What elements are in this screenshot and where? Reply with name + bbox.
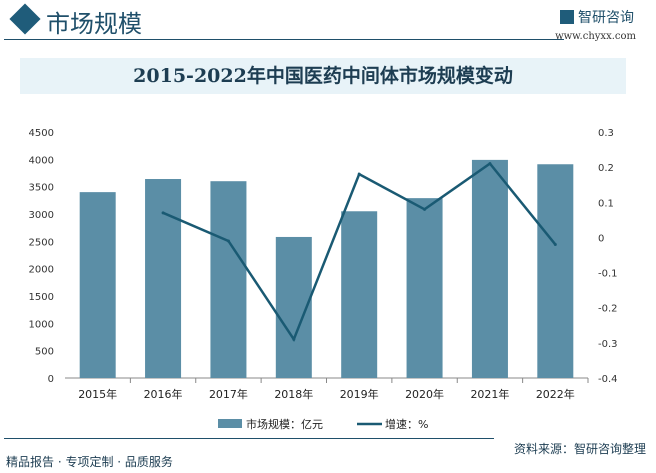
bar-2015年 — [79, 192, 116, 378]
left-tick-label: 2000 — [29, 265, 54, 276]
x-tick-label: 2015年 — [78, 387, 117, 401]
growth-point — [423, 207, 427, 211]
section-title: 市场规模 — [46, 10, 142, 38]
bar-2020年 — [406, 198, 443, 378]
header-divider — [4, 39, 564, 40]
left-tick-label: 3500 — [29, 183, 54, 194]
right-tick-label: 0.1 — [598, 198, 614, 209]
left-tick-label: 1500 — [29, 292, 54, 303]
x-tick-label: 2019年 — [340, 387, 379, 401]
left-tick-label: 4000 — [29, 155, 54, 166]
left-tick-label: 2500 — [29, 237, 54, 248]
right-tick-label: 0.3 — [598, 128, 614, 139]
growth-point — [161, 211, 165, 215]
right-tick-label: 0.2 — [598, 163, 614, 174]
right-tick-label: 0 — [598, 233, 604, 244]
right-tick-label: -0.3 — [598, 339, 618, 350]
left-tick-label: 4500 — [29, 128, 54, 139]
right-tick-label: -0.1 — [598, 269, 618, 280]
legend-bar-label: 市场规模：亿元 — [246, 417, 323, 431]
bar-2021年 — [471, 159, 508, 378]
x-tick-label: 2022年 — [536, 387, 575, 401]
logo-text: 智研咨询 — [578, 10, 634, 26]
logo-icon — [560, 10, 574, 24]
x-tick-label: 2017年 — [209, 387, 248, 401]
brand-url: www.chyxx.com — [555, 31, 636, 42]
brand-logo: 智研咨询 — [560, 7, 634, 27]
footer-divider — [4, 438, 494, 439]
left-tick-label: 500 — [35, 347, 54, 358]
growth-point — [226, 239, 230, 243]
right-tick-label: -0.4 — [598, 374, 618, 385]
left-tick-label: 1000 — [29, 319, 54, 330]
left-tick-label: 0 — [48, 374, 54, 385]
bar-2019年 — [341, 211, 378, 378]
x-tick-label: 2020年 — [405, 387, 444, 401]
growth-point — [488, 162, 492, 166]
x-tick-label: 2021年 — [470, 387, 509, 401]
bar-2016年 — [145, 179, 182, 378]
legend-bar-swatch — [218, 419, 242, 428]
source-note: 资料来源：智研咨询整理 — [513, 442, 646, 456]
growth-point — [357, 172, 361, 176]
growth-point — [292, 337, 296, 341]
legend-line-label: 增速：% — [385, 417, 428, 431]
x-tick-label: 2018年 — [274, 387, 313, 401]
bar-2017年 — [210, 181, 247, 378]
left-tick-label: 3000 — [29, 210, 54, 221]
slogan: 精品报告 · 专项定制 · 品质服务 — [6, 455, 173, 469]
x-tick-label: 2016年 — [144, 387, 183, 401]
chart-title: 2015-2022年中国医药中间体市场规模变动 — [20, 58, 626, 94]
bar-2022年 — [537, 164, 574, 378]
right-tick-label: -0.2 — [598, 304, 618, 315]
growth-point — [553, 242, 557, 246]
